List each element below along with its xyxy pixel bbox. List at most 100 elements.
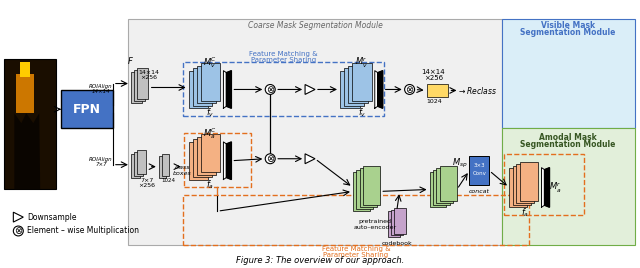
Bar: [193, 139, 212, 177]
Text: pretrained: pretrained: [358, 219, 392, 224]
Bar: [352, 63, 372, 101]
Bar: [440, 166, 457, 201]
Circle shape: [404, 84, 415, 94]
Text: $f_a$: $f_a$: [206, 178, 214, 191]
Bar: [364, 166, 380, 205]
Text: $f_v$: $f_v$: [358, 107, 366, 120]
Text: ROIAlign: ROIAlign: [89, 84, 113, 89]
Bar: [394, 208, 406, 234]
Bar: [340, 71, 360, 108]
Polygon shape: [13, 212, 23, 222]
Bar: [159, 156, 166, 177]
Bar: [513, 166, 531, 205]
Text: Conv: Conv: [472, 171, 486, 176]
Text: Segmentation Module: Segmentation Module: [520, 28, 616, 36]
Text: F: F: [127, 57, 132, 66]
Bar: [360, 168, 377, 207]
Polygon shape: [223, 71, 227, 108]
Bar: [344, 68, 364, 106]
Bar: [61, 91, 113, 128]
Text: Parameter Sharing: Parameter Sharing: [323, 252, 388, 258]
Polygon shape: [14, 113, 40, 189]
Text: ×256: ×256: [424, 75, 443, 81]
Bar: [4, 59, 56, 189]
Circle shape: [265, 84, 275, 94]
Bar: [426, 84, 449, 97]
Bar: [193, 68, 212, 106]
Text: $M_v^C$: $M_v^C$: [204, 55, 218, 70]
Bar: [134, 152, 143, 176]
Bar: [196, 137, 216, 174]
Bar: [200, 63, 220, 101]
Text: $\otimes$: $\otimes$: [13, 225, 23, 236]
Bar: [182, 195, 529, 245]
Bar: [433, 170, 450, 205]
Text: Feature Matching &: Feature Matching &: [321, 246, 390, 252]
Text: ×256: ×256: [140, 75, 157, 80]
Bar: [131, 154, 140, 177]
Bar: [200, 135, 220, 172]
Bar: [20, 62, 30, 77]
Bar: [128, 19, 502, 245]
Bar: [17, 74, 35, 113]
Polygon shape: [223, 142, 227, 180]
Text: 3×3: 3×3: [474, 163, 485, 168]
Text: $M_a^C$: $M_a^C$: [204, 126, 218, 142]
Polygon shape: [375, 71, 378, 108]
Bar: [429, 172, 447, 207]
Polygon shape: [545, 168, 550, 207]
Bar: [348, 66, 368, 103]
Bar: [469, 156, 489, 185]
Text: concat: concat: [469, 189, 490, 194]
Text: $\otimes$: $\otimes$: [405, 84, 414, 95]
Text: Segmentation Module: Segmentation Module: [520, 140, 616, 149]
Bar: [162, 154, 169, 176]
Text: ×256: ×256: [138, 183, 156, 188]
Circle shape: [13, 226, 23, 236]
Circle shape: [265, 154, 275, 164]
Text: $f_a$: $f_a$: [521, 207, 529, 219]
Text: $M_a^r$: $M_a^r$: [549, 180, 562, 195]
Text: 7×7: 7×7: [140, 178, 154, 183]
Text: Downsample: Downsample: [28, 213, 77, 222]
Bar: [137, 68, 148, 99]
Text: 7×7: 7×7: [95, 162, 107, 167]
Text: codebook: codebook: [381, 241, 412, 246]
Text: FPN: FPN: [73, 103, 101, 116]
Polygon shape: [227, 71, 232, 108]
Text: $M_v^r$: $M_v^r$: [355, 56, 368, 70]
Text: Amodal Mask: Amodal Mask: [539, 133, 596, 143]
Text: Visible Mask: Visible Mask: [541, 21, 595, 30]
Bar: [353, 172, 370, 211]
Bar: [520, 162, 538, 201]
Text: Figure 3: The overview of our approach.: Figure 3: The overview of our approach.: [236, 256, 404, 265]
Bar: [182, 62, 384, 116]
Bar: [502, 19, 635, 128]
Text: Coarse Mask Segmentation Module: Coarse Mask Segmentation Module: [248, 21, 383, 30]
Text: 1024: 1024: [162, 178, 175, 183]
Bar: [509, 168, 527, 207]
Text: 14×14: 14×14: [138, 70, 159, 75]
Text: $f_v$: $f_v$: [206, 107, 215, 120]
Bar: [436, 168, 453, 203]
Text: $\rightarrow$Reclass: $\rightarrow$Reclass: [457, 85, 497, 96]
Text: boxes: boxes: [173, 171, 192, 176]
Text: $M_{sp}$: $M_{sp}$: [452, 157, 467, 170]
Text: Parameter Sharing: Parameter Sharing: [251, 57, 316, 63]
Bar: [184, 133, 252, 187]
Polygon shape: [541, 168, 545, 207]
Bar: [356, 170, 373, 209]
Bar: [189, 142, 209, 180]
Bar: [504, 154, 584, 215]
Bar: [390, 210, 403, 235]
Text: Feature Matching &: Feature Matching &: [249, 51, 317, 57]
Bar: [134, 70, 145, 101]
Text: $\otimes$: $\otimes$: [266, 153, 275, 164]
Bar: [502, 128, 635, 245]
Bar: [196, 66, 216, 103]
Text: $\otimes$: $\otimes$: [266, 84, 275, 95]
Polygon shape: [305, 154, 315, 164]
Bar: [189, 71, 209, 108]
Text: 1024: 1024: [426, 99, 442, 104]
Bar: [131, 72, 142, 103]
